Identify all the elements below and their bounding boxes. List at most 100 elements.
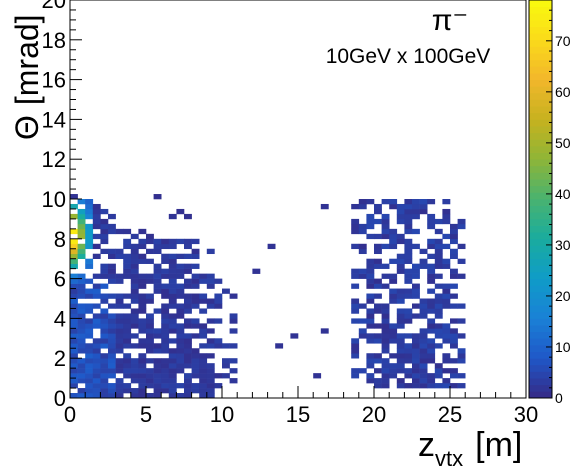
heatmap-cell [130, 278, 139, 284]
heatmap-cell [381, 303, 390, 309]
heatmap-cell [404, 273, 413, 279]
heatmap-cell [70, 318, 78, 324]
heatmap-cell [184, 298, 192, 304]
heatmap-cell [168, 293, 177, 299]
colorbar-tick-label: 30 [555, 237, 571, 253]
heatmap-cell [396, 258, 405, 264]
heatmap-cell [419, 378, 428, 384]
colorbar-tick-label: 60 [555, 84, 571, 100]
heatmap-cell [404, 213, 413, 220]
colorbar-segment [529, 291, 552, 299]
heatmap-cell [168, 313, 177, 319]
heatmap-cell [184, 358, 192, 364]
heatmap-cell [358, 203, 367, 210]
heatmap-cell [115, 348, 124, 354]
heatmap-cell [412, 373, 420, 379]
heatmap-cell [146, 318, 154, 324]
heatmap-cell [434, 263, 443, 269]
heatmap-cell [161, 273, 170, 279]
heatmap-cell [168, 388, 177, 394]
heatmap-cell [153, 263, 162, 269]
heatmap-cell [427, 353, 436, 359]
heatmap-cell [419, 313, 428, 319]
colorbar-segment [529, 72, 552, 80]
heatmap-cell [396, 353, 405, 359]
heatmap-cell [419, 343, 428, 349]
heatmap-cell [100, 358, 109, 364]
heatmap-cell [161, 313, 170, 319]
heatmap-cell [412, 343, 420, 349]
colorbar-segment [529, 26, 552, 34]
heatmap-cell [161, 243, 170, 250]
heatmap-cell [396, 253, 405, 259]
heatmap-cell [85, 208, 94, 215]
heatmap-cell [115, 228, 124, 235]
heatmap-cell [450, 303, 458, 309]
heatmap-cell [184, 318, 192, 324]
heatmap-cell [138, 228, 147, 235]
heatmap-cell [108, 228, 116, 235]
heatmap-cell [70, 313, 78, 319]
heatmap-cell [100, 263, 109, 269]
heatmap-cell [214, 293, 223, 299]
heatmap-cell [108, 318, 116, 324]
heatmap-cell [199, 358, 208, 364]
heatmap-cell [381, 343, 390, 349]
heatmap-cell [396, 308, 405, 314]
heatmap-cell [358, 199, 367, 205]
heatmap-cell [123, 268, 132, 274]
heatmap-cell [146, 358, 154, 364]
heatmap-cell [100, 228, 109, 235]
x-tick-label: 20 [362, 402, 386, 427]
colorbar-segment [529, 205, 552, 213]
heatmap-cell [381, 373, 390, 379]
heatmap-cell [434, 373, 443, 379]
heatmap-cell [427, 308, 436, 314]
heatmap-cell [100, 353, 109, 359]
colorbar-tick-label: 70 [555, 33, 571, 49]
heatmap-cell [457, 243, 466, 250]
heatmap-cell [457, 318, 466, 324]
heatmap-cell [77, 308, 86, 314]
heatmap-cell [404, 333, 413, 339]
heatmap-cell [419, 383, 428, 389]
heatmap-cell [161, 293, 170, 299]
heatmap-cell [92, 223, 101, 230]
heatmap-cell [389, 199, 398, 205]
colorbar-segment [529, 344, 552, 352]
heatmap-cell [412, 203, 420, 210]
heatmap-cell [374, 378, 382, 384]
heatmap-cell [161, 338, 170, 344]
colorbar-segment [529, 112, 552, 120]
heatmap-cell [176, 368, 185, 374]
heatmap-cell [427, 213, 436, 220]
heatmap-cell [70, 338, 78, 344]
heatmap-cell [252, 268, 261, 274]
heatmap-cell [419, 248, 428, 255]
heatmap-cell [77, 248, 86, 255]
heatmap-cell [184, 243, 192, 250]
heatmap-cell [442, 303, 451, 309]
heatmap-cell [366, 223, 375, 230]
heatmap-cell [389, 323, 398, 329]
heatmap-cell [412, 273, 420, 279]
y-axis-label-unit: [mrad] [9, 14, 45, 105]
heatmap-cell [70, 243, 78, 250]
heatmap-cell [70, 253, 78, 259]
heatmap-cell [176, 358, 185, 364]
colorbar-segment [529, 92, 552, 100]
heatmap-cell [146, 348, 154, 354]
heatmap-cell [381, 308, 390, 314]
heatmap-cell [85, 358, 94, 364]
heatmap-cell [108, 328, 116, 334]
heatmap-cell [434, 283, 443, 289]
y-tick-label: 12 [42, 147, 66, 172]
heatmap-cell [450, 318, 458, 324]
heatmap-cell [191, 318, 200, 324]
heatmap-cell [130, 333, 139, 339]
heatmap-cell [108, 368, 116, 374]
heatmap-cell [351, 228, 360, 235]
heatmap-cell [427, 323, 436, 329]
heatmap-cell [191, 383, 200, 389]
heatmap-cell [206, 303, 215, 309]
